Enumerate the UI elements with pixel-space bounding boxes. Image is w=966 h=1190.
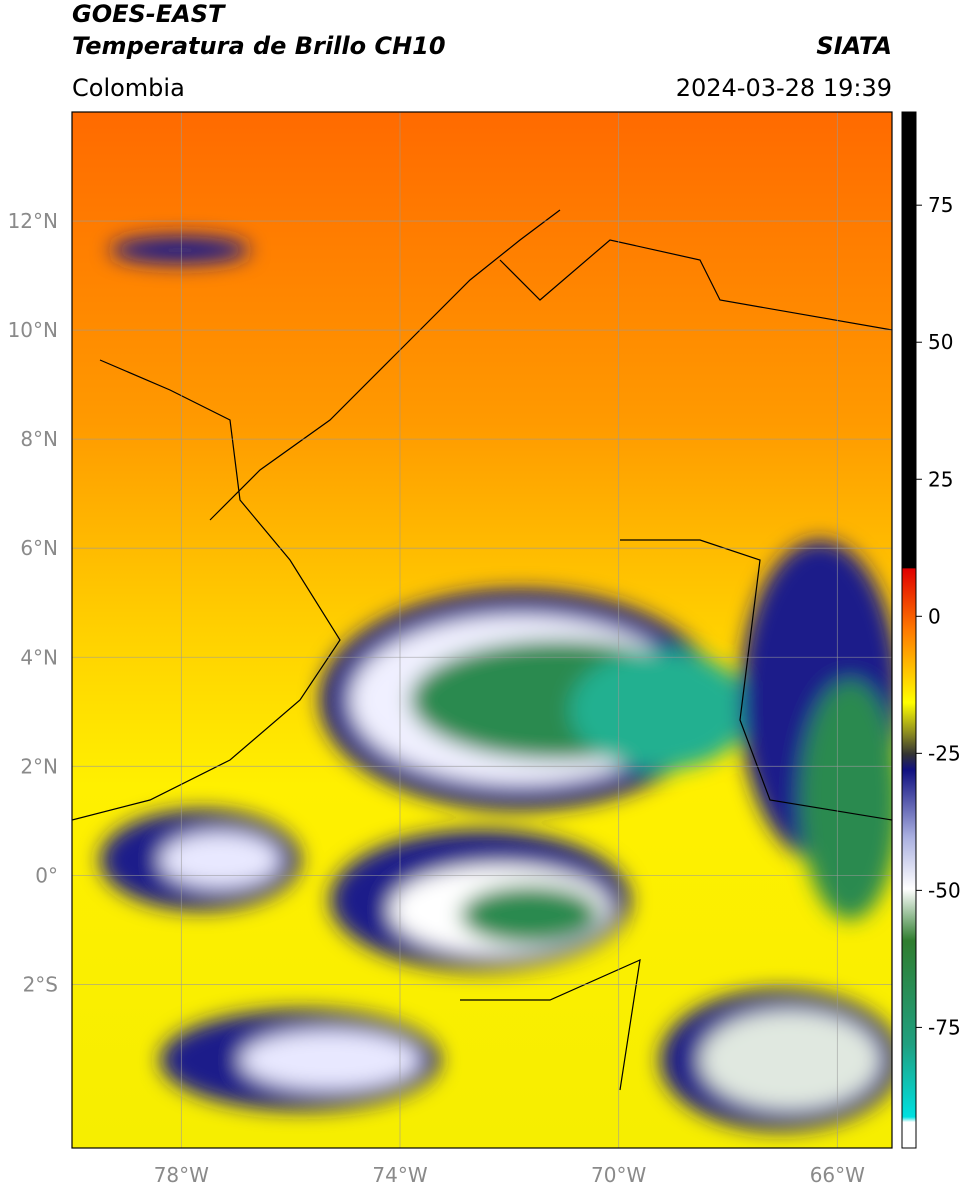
lon-tick-label: 78°W (154, 1163, 209, 1187)
colorbar-tick-label: 25 (928, 467, 953, 491)
title-line2: Temperatura de Brillo CH10 (72, 32, 446, 60)
header: GOES-EAST Temperatura de Brillo CH10 Col… (72, 0, 892, 102)
lon-tick-label: 74°W (372, 1163, 427, 1187)
lat-tick-label: 4°N (20, 645, 58, 669)
tick-labels: 78°W 74°W 70°W 66°W 12°N 10°N 8°N 6°N 4°N 2°N 0° 2°… (8, 193, 961, 1187)
title-line1: GOES-EAST (72, 0, 226, 28)
timestamp: 2024-03-28 19:39 (676, 74, 892, 102)
colorbar-tick-label: -25 (928, 741, 961, 765)
map-frame (71, 111, 893, 1149)
lat-tick-label: 0° (35, 863, 58, 887)
lat-tick-label: 10°N (8, 318, 58, 342)
lat-tick-label: 2°S (23, 972, 58, 996)
lon-tick-label: 66°W (810, 1163, 865, 1187)
colorbar-tick-label: -75 (928, 1015, 961, 1039)
lat-tick-label: 12°N (8, 209, 58, 233)
lat-tick-label: 6°N (20, 536, 58, 560)
graticule (72, 112, 892, 1148)
colorbar (901, 111, 917, 1149)
colorbar-tick-label: 75 (928, 193, 953, 217)
lat-tick-label: 2°N (20, 754, 58, 778)
colorbar-tick-label: -50 (928, 878, 961, 902)
colorbar-tick-label: 50 (928, 330, 953, 354)
lon-tick-label: 70°W (591, 1163, 646, 1187)
imagery (72, 112, 892, 1148)
source: SIATA (816, 32, 892, 60)
lat-tick-label: 8°N (20, 427, 58, 451)
region: Colombia (72, 74, 185, 102)
colorbar-tick-label: 0 (928, 604, 941, 628)
